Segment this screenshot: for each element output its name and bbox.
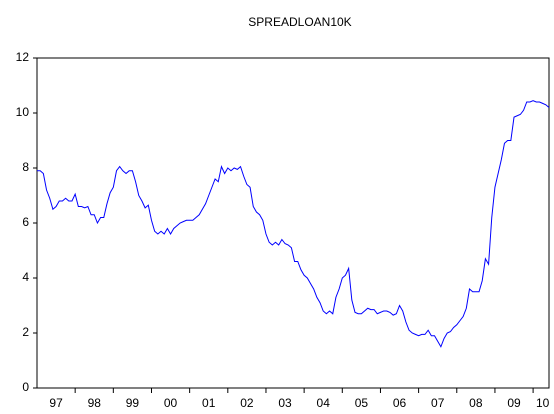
x-tick-label: 98 (88, 396, 102, 410)
data-line (37, 100, 550, 348)
x-tick-label: 97 (49, 396, 63, 410)
x-tick-label: 08 (469, 396, 483, 410)
x-tick-label: 10 (536, 396, 550, 410)
plot-frame (36, 57, 550, 389)
x-tick-label: 06 (393, 396, 407, 410)
y-tick-label: 8 (22, 160, 29, 174)
y-tick-label: 4 (22, 270, 29, 284)
x-tick-label: 99 (126, 396, 140, 410)
x-tick-label: 05 (355, 396, 369, 410)
y-tick-label: 0 (22, 380, 29, 394)
y-tick-label: 10 (16, 105, 30, 119)
x-tick-label: 00 (164, 396, 178, 410)
x-tick-label: 09 (507, 396, 521, 410)
x-tick-label: 04 (317, 396, 331, 410)
chart-title: SPREADLOAN10K (248, 15, 351, 29)
x-tick-label: 01 (202, 396, 216, 410)
x-tick-label: 07 (431, 396, 445, 410)
x-tick-label: 03 (278, 396, 292, 410)
x-tick-label: 02 (240, 396, 254, 410)
y-tick-label: 12 (16, 50, 30, 64)
y-tick-label: 2 (22, 325, 29, 339)
y-tick-label: 6 (22, 215, 29, 229)
